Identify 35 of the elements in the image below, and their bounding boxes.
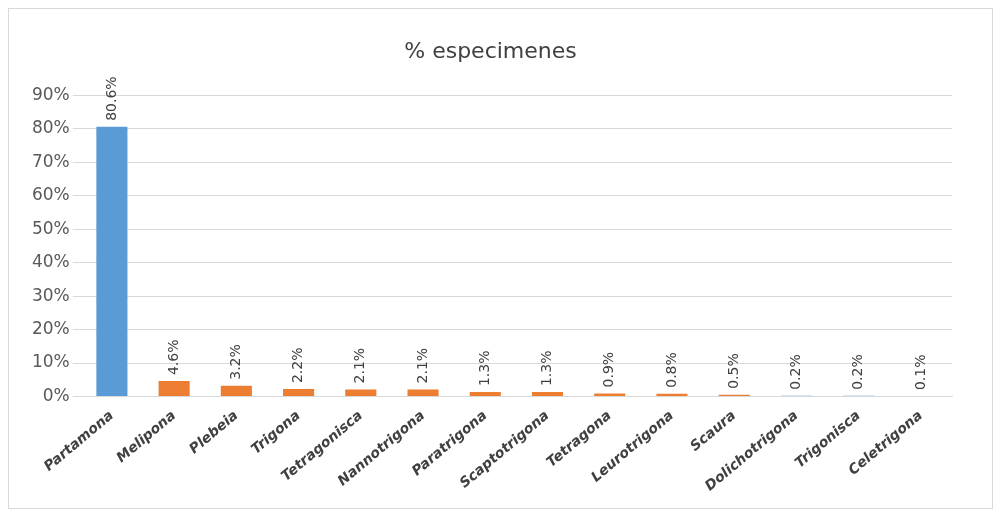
data-label: 3.2% bbox=[227, 344, 243, 380]
data-label: 0.2% bbox=[787, 354, 804, 390]
y-tick-label: 40% bbox=[31, 251, 70, 272]
data-label: 0.8% bbox=[662, 352, 679, 388]
y-tick-label: 50% bbox=[31, 217, 70, 238]
bar bbox=[283, 389, 315, 396]
data-label: 1.3% bbox=[538, 350, 555, 387]
y-tick-label: 90% bbox=[31, 83, 70, 104]
data-label: 0.2% bbox=[849, 354, 866, 390]
data-label: 4.6% bbox=[164, 339, 181, 376]
bar bbox=[158, 381, 190, 396]
bar bbox=[96, 126, 128, 396]
data-label: 1.3% bbox=[475, 350, 492, 387]
data-label: 0.1% bbox=[911, 354, 928, 391]
bar bbox=[594, 393, 626, 396]
bar bbox=[469, 392, 501, 396]
bar bbox=[407, 389, 439, 396]
bar bbox=[656, 393, 688, 396]
data-label: 80.6% bbox=[102, 76, 119, 121]
y-tick-label: 10% bbox=[31, 351, 70, 372]
data-label: 2.1% bbox=[413, 347, 430, 384]
y-tick-label: 70% bbox=[31, 150, 70, 171]
chart-title: % especimenes bbox=[404, 37, 577, 63]
data-label: 2.1% bbox=[351, 347, 368, 384]
data-label: 2.2% bbox=[289, 347, 306, 384]
data-label: 0.5% bbox=[724, 353, 741, 389]
bar bbox=[220, 385, 252, 396]
y-tick-label: 0% bbox=[42, 384, 70, 405]
y-tick-label: 20% bbox=[31, 317, 70, 338]
data-label: 0.9% bbox=[600, 351, 617, 388]
bar bbox=[531, 392, 564, 396]
y-tick-label: 30% bbox=[31, 284, 70, 305]
y-tick-label: 60% bbox=[31, 184, 70, 205]
bar bbox=[345, 389, 377, 396]
y-tick-label: 80% bbox=[31, 117, 70, 138]
